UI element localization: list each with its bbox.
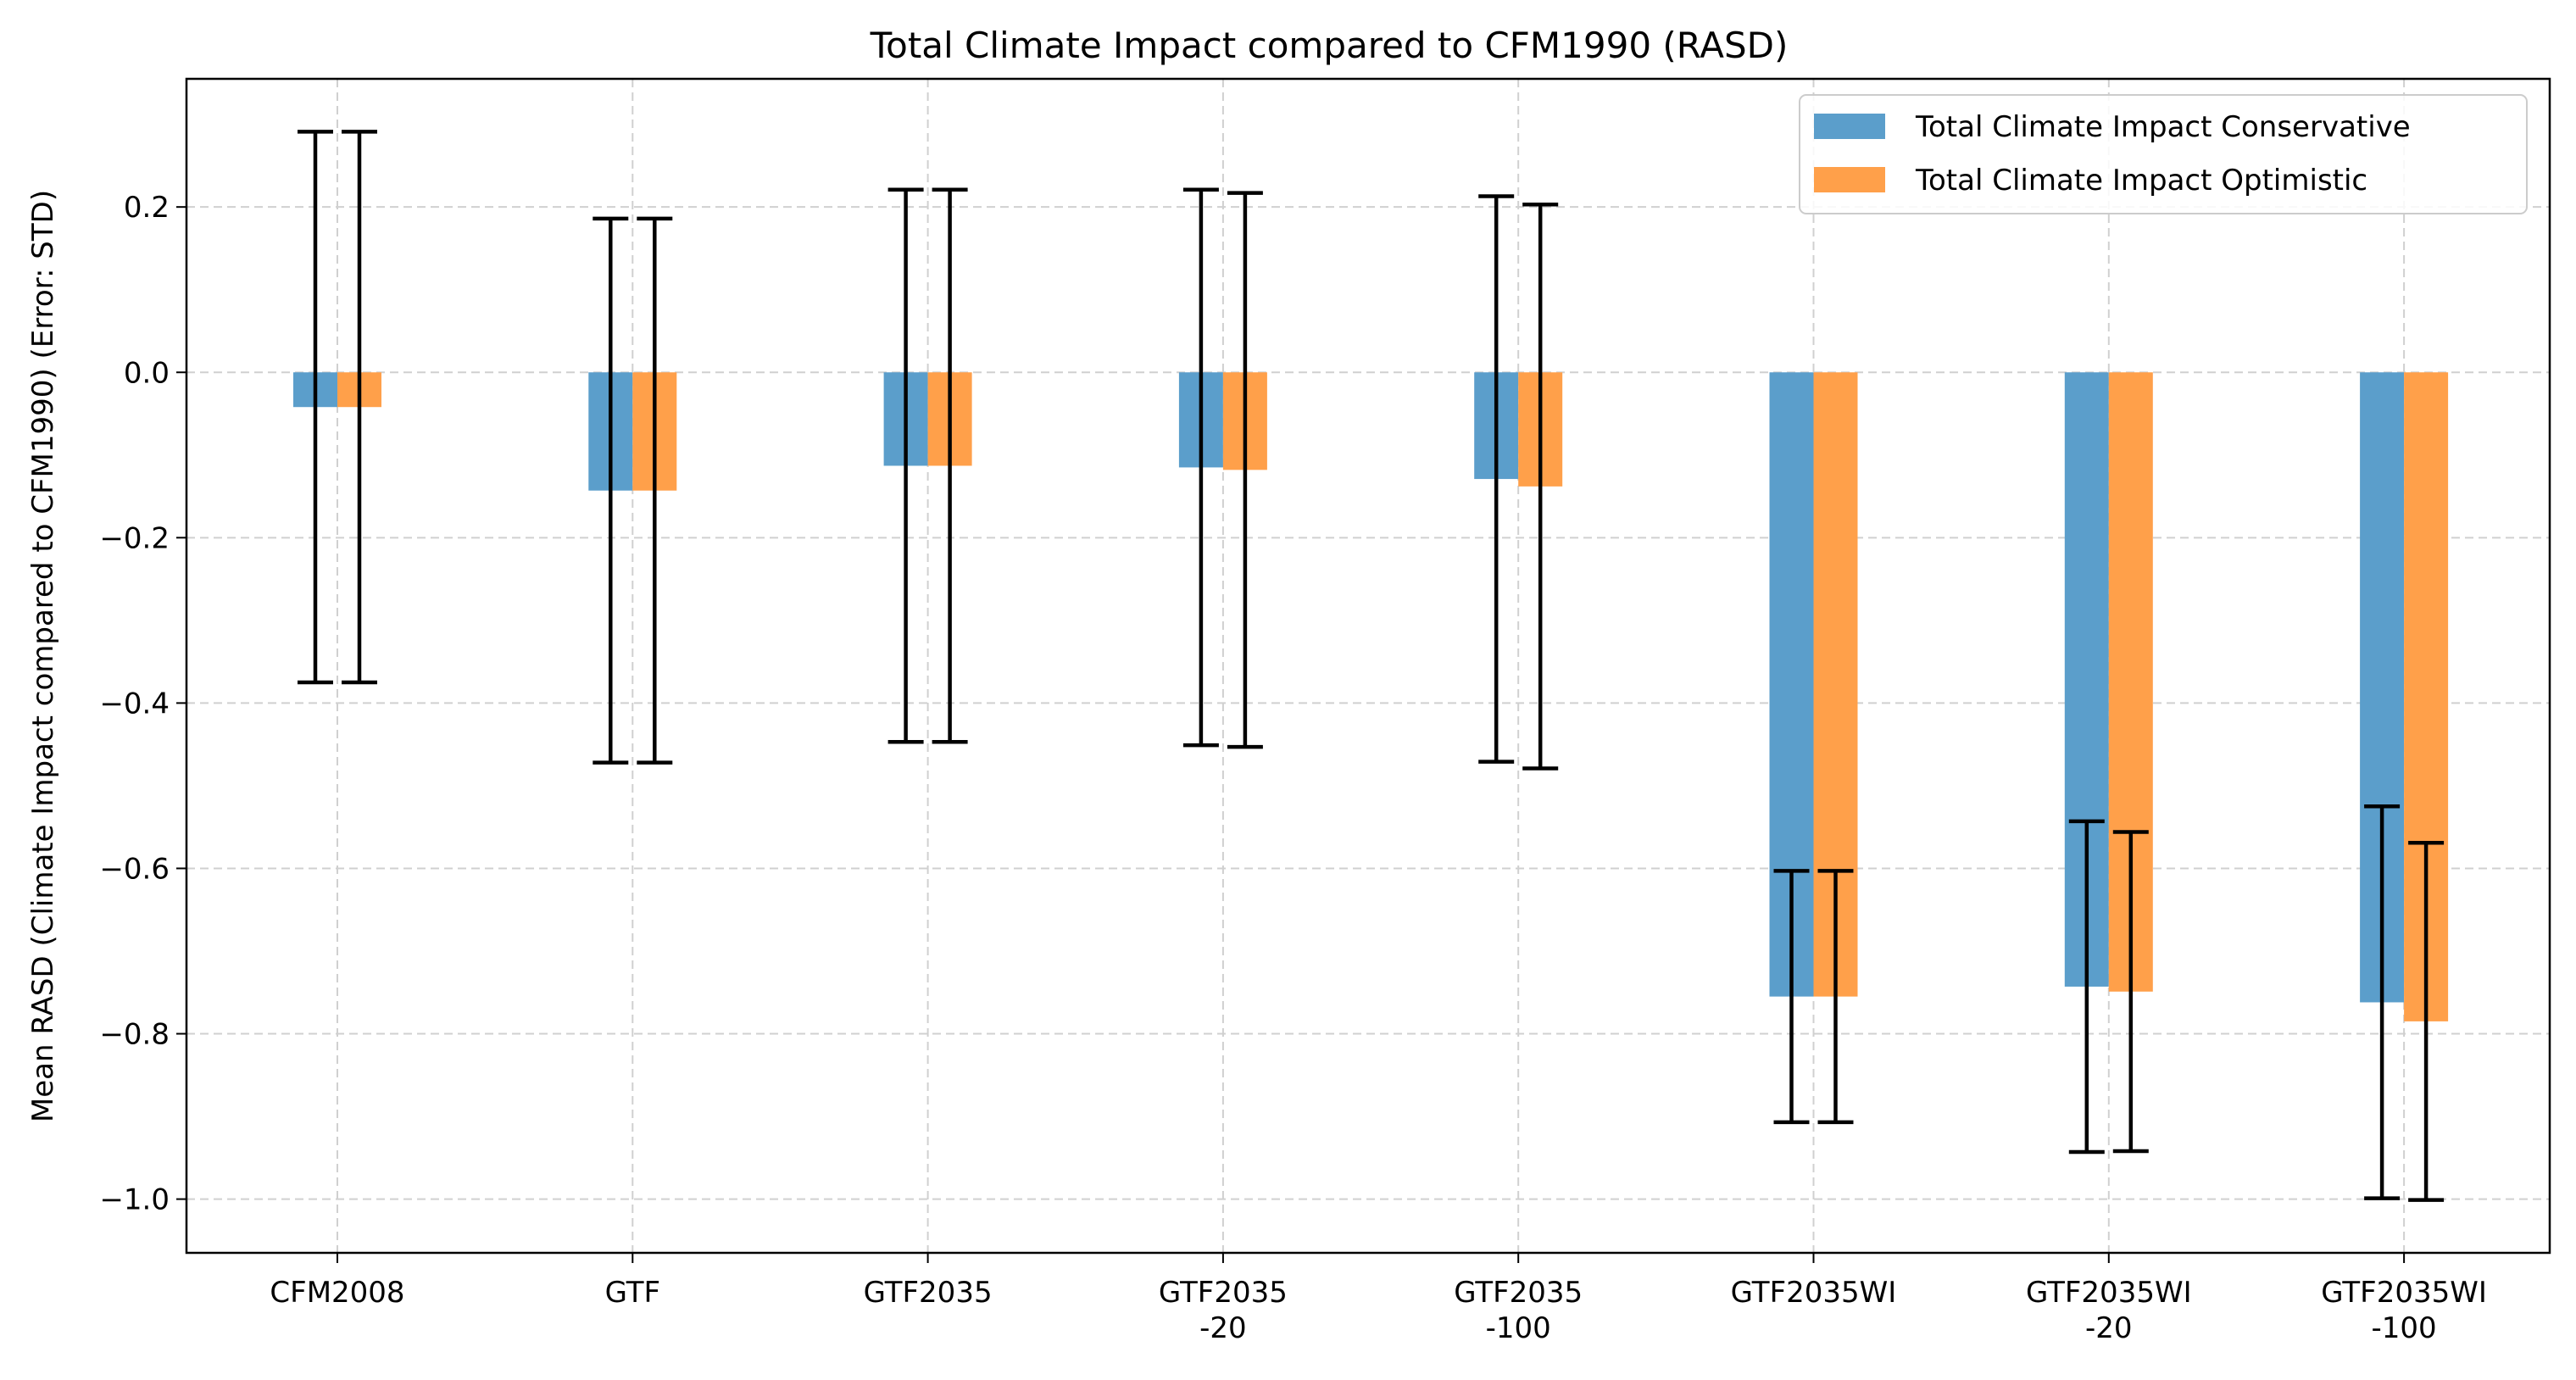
chart-title: Total Climate Impact compared to CFM1990… bbox=[870, 25, 1789, 66]
y-axis-label: Mean RASD (Climate Impact compared to CF… bbox=[26, 190, 60, 1122]
x-tick-label-line: -20 bbox=[1199, 1311, 1247, 1345]
x-tick-label: GTF bbox=[605, 1276, 660, 1310]
x-tick-label: GTF2035 bbox=[864, 1276, 993, 1310]
legend-label-conservative: Total Climate Impact Conservative bbox=[1915, 110, 2411, 144]
x-tick-label-line: -100 bbox=[2372, 1311, 2437, 1345]
x-tick-label-line: -20 bbox=[2085, 1311, 2133, 1345]
y-tick-label: −0.6 bbox=[99, 852, 170, 886]
bar-layer bbox=[293, 372, 2449, 1021]
y-tick-label: 0.0 bbox=[124, 356, 170, 390]
x-tick-label: GTF2035WI bbox=[1731, 1276, 1897, 1310]
plot-frame bbox=[185, 77, 2551, 1255]
x-tick-label: GTF2035WI -20 bbox=[2026, 1276, 2192, 1345]
y-tick-label: −0.4 bbox=[99, 687, 170, 721]
legend-label-optimistic: Total Climate Impact Optimistic bbox=[1915, 164, 2367, 198]
x-tick-label-line: GTF2035WI bbox=[2321, 1276, 2487, 1310]
error-bar-layer bbox=[298, 130, 2445, 1202]
grid-layer bbox=[186, 79, 2550, 1253]
y-tick-label: −0.2 bbox=[99, 521, 170, 555]
x-tick-label: GTF2035 -20 bbox=[1159, 1276, 1288, 1345]
y-tick-label: 0.2 bbox=[124, 191, 170, 225]
x-tick-label-line: GTF2035WI bbox=[1731, 1276, 1897, 1310]
x-tick-label: CFM2008 bbox=[270, 1276, 404, 1310]
x-tick-label-line: GTF bbox=[605, 1276, 660, 1310]
axis-layer: −1.0 −0.8 −0.6 −0.4 −0.2 0.0 0.2 CFM2008 GTF GTF2… bbox=[99, 77, 2551, 1345]
x-tick-label-line: CFM2008 bbox=[270, 1276, 404, 1310]
legend-frame bbox=[1799, 94, 2528, 214]
x-tick-label: GTF2035 -100 bbox=[1454, 1276, 1583, 1345]
legend-swatch-conservative bbox=[1814, 114, 1885, 139]
y-tick-label: −1.0 bbox=[99, 1183, 170, 1217]
x-tick-label-line: GTF2035 bbox=[1454, 1276, 1583, 1310]
legend-swatch-optimistic bbox=[1814, 167, 1885, 192]
legend: Total Climate Impact Conservative Total C… bbox=[1799, 94, 2528, 214]
y-tick-label: −0.8 bbox=[99, 1018, 170, 1052]
x-tick-label-line: GTF2035 bbox=[864, 1276, 993, 1310]
x-tick-label-line: GTF2035WI bbox=[2026, 1276, 2192, 1310]
x-tick-label-line: -100 bbox=[1486, 1311, 1551, 1345]
x-tick-label: GTF2035WI -100 bbox=[2321, 1276, 2487, 1345]
x-tick-label-line: GTF2035 bbox=[1159, 1276, 1288, 1310]
